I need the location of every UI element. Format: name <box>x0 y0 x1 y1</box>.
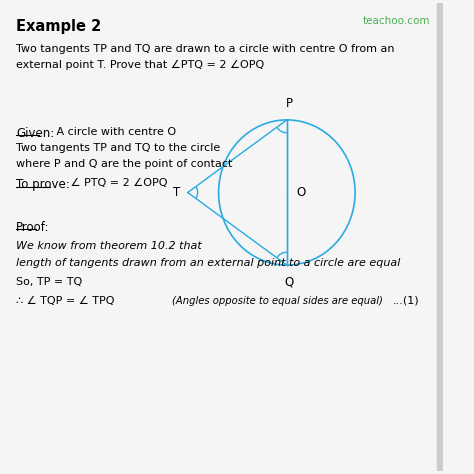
Text: ∠ PTQ = 2 ∠OPQ: ∠ PTQ = 2 ∠OPQ <box>67 178 167 189</box>
Text: Proof:: Proof: <box>16 220 49 234</box>
Text: A circle with centre O: A circle with centre O <box>54 127 176 137</box>
Text: O: O <box>297 186 306 199</box>
Text: length of tangents drawn from an external point to a circle are equal: length of tangents drawn from an externa… <box>16 258 401 268</box>
Text: external point T. Prove that ∠PTQ = 2 ∠OPQ: external point T. Prove that ∠PTQ = 2 ∠O… <box>16 60 264 70</box>
Text: ...(1): ...(1) <box>392 296 419 306</box>
Text: ∴ ∠ TQP = ∠ TPQ: ∴ ∠ TQP = ∠ TPQ <box>16 296 115 306</box>
Text: where P and Q are the point of contact: where P and Q are the point of contact <box>16 159 232 169</box>
Text: (Angles opposite to equal sides are equal): (Angles opposite to equal sides are equa… <box>173 296 383 306</box>
Text: Two tangents TP and TQ to the circle: Two tangents TP and TQ to the circle <box>16 143 220 153</box>
Text: teachoo.com: teachoo.com <box>363 16 430 26</box>
Text: Example 2: Example 2 <box>16 19 101 34</box>
Text: Two tangents TP and TQ are drawn to a circle with centre O from an: Two tangents TP and TQ are drawn to a ci… <box>16 44 394 54</box>
Text: So, TP = TQ: So, TP = TQ <box>16 277 82 287</box>
Text: P: P <box>285 97 292 109</box>
Bar <box>437 3 443 471</box>
Text: T: T <box>173 186 180 199</box>
Text: To prove:: To prove: <box>16 178 70 191</box>
Text: Given:: Given: <box>16 127 54 140</box>
Text: We know from theorem 10.2 that: We know from theorem 10.2 that <box>16 241 202 251</box>
Text: Q: Q <box>284 275 294 288</box>
